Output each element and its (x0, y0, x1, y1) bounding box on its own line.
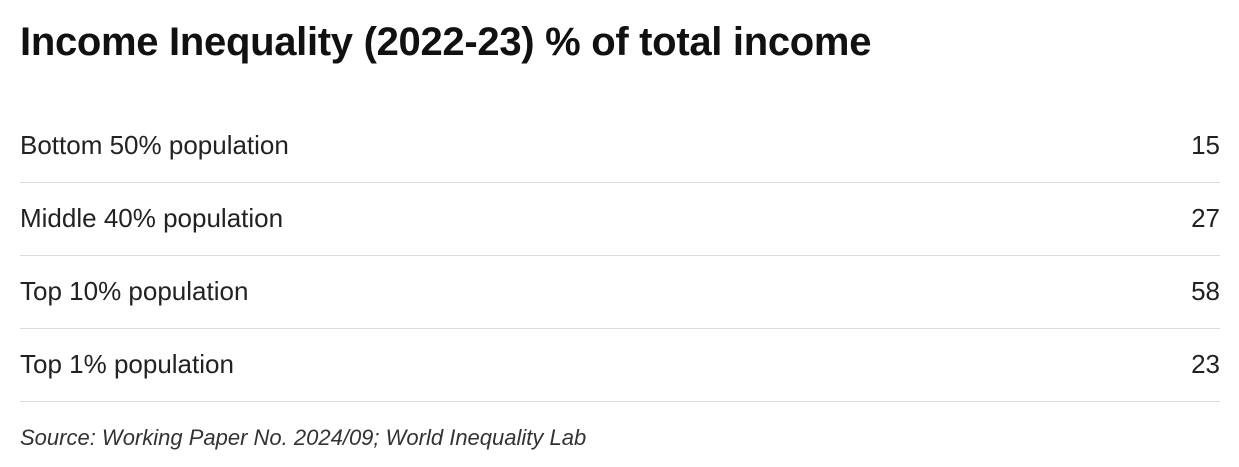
source-note: Source: Working Paper No. 2024/09; World… (20, 425, 587, 450)
row-label: Middle 40% population (20, 203, 284, 233)
row-value: 23 (1191, 349, 1220, 379)
row-value: 15 (1191, 130, 1220, 160)
table-row: Top 10% population 58 (20, 256, 1220, 329)
row-label: Top 10% population (20, 276, 249, 306)
table-row: Bottom 50% population 15 (20, 110, 1220, 183)
chart-title: Income Inequality (2022-23) % of total i… (20, 20, 872, 64)
data-table: Bottom 50% population 15 Middle 40% popu… (20, 110, 1220, 402)
row-label: Top 1% population (20, 349, 234, 379)
row-value: 27 (1191, 203, 1220, 233)
table-row: Middle 40% population 27 (20, 183, 1220, 256)
table-row: Top 1% population 23 (20, 329, 1220, 402)
row-label: Bottom 50% population (20, 130, 289, 160)
row-value: 58 (1191, 276, 1220, 306)
